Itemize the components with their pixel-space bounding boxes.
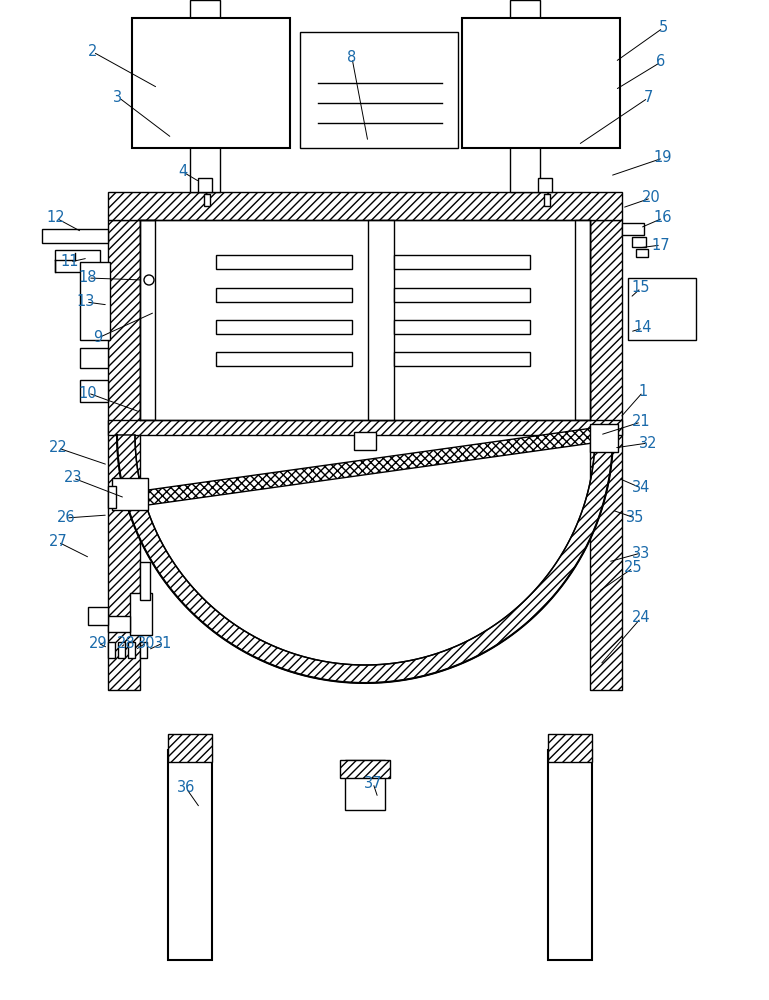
Text: 20: 20 <box>641 190 661 206</box>
Text: 37: 37 <box>364 776 382 790</box>
Bar <box>204 194 210 206</box>
Text: 30: 30 <box>137 636 155 650</box>
Bar <box>216 288 352 302</box>
Text: 25: 25 <box>624 560 642 576</box>
Text: 6: 6 <box>657 54 666 70</box>
Text: 24: 24 <box>631 610 651 626</box>
Bar <box>368 220 394 420</box>
Text: 7: 7 <box>644 91 653 105</box>
Bar <box>510 0 540 192</box>
Bar <box>80 380 108 402</box>
Text: 21: 21 <box>631 414 651 430</box>
Bar <box>108 616 130 632</box>
Text: 33: 33 <box>632 546 650 560</box>
Polygon shape <box>148 427 600 505</box>
Bar <box>140 642 147 658</box>
Bar <box>345 760 385 810</box>
Bar <box>55 250 100 272</box>
Text: 29: 29 <box>88 636 108 650</box>
Bar <box>394 255 530 269</box>
Bar <box>538 178 552 192</box>
Bar <box>198 178 212 192</box>
Bar <box>128 642 135 658</box>
Bar <box>168 750 212 960</box>
Text: 34: 34 <box>632 481 650 495</box>
Bar <box>112 478 148 510</box>
Bar <box>132 18 290 148</box>
Text: 3: 3 <box>114 90 122 104</box>
Text: 1: 1 <box>638 384 647 399</box>
Text: 35: 35 <box>626 510 644 526</box>
Text: 5: 5 <box>658 20 667 35</box>
Text: 32: 32 <box>639 436 657 450</box>
Text: 26: 26 <box>57 510 75 526</box>
Text: 16: 16 <box>654 211 672 226</box>
Bar <box>108 220 140 690</box>
Text: 18: 18 <box>78 270 97 286</box>
Text: 4: 4 <box>178 164 188 180</box>
Bar <box>88 607 108 625</box>
Bar <box>216 320 352 334</box>
Bar <box>108 486 116 508</box>
Bar <box>462 18 620 148</box>
Bar <box>394 352 530 366</box>
Bar <box>300 32 458 148</box>
Text: 27: 27 <box>48 534 68 550</box>
Bar <box>118 642 125 658</box>
Text: 31: 31 <box>154 636 172 650</box>
Bar <box>628 278 696 340</box>
Bar <box>42 229 108 243</box>
Bar <box>190 0 220 192</box>
Text: 11: 11 <box>61 254 79 269</box>
Text: 22: 22 <box>48 440 68 456</box>
Text: 28: 28 <box>117 636 135 650</box>
Text: 23: 23 <box>64 471 82 486</box>
Bar <box>394 320 530 334</box>
Bar <box>590 220 622 690</box>
Bar <box>108 192 622 220</box>
Text: 14: 14 <box>634 320 652 336</box>
Text: 12: 12 <box>47 211 65 226</box>
Text: 9: 9 <box>93 330 102 346</box>
Bar <box>80 348 108 368</box>
Bar <box>548 734 592 762</box>
Bar <box>140 220 155 420</box>
Circle shape <box>144 275 154 285</box>
Text: 36: 36 <box>177 780 195 796</box>
Bar <box>216 255 352 269</box>
Bar <box>108 642 115 658</box>
Bar <box>140 562 150 600</box>
Bar <box>590 424 618 452</box>
Bar <box>632 237 646 247</box>
Bar <box>394 288 530 302</box>
Text: 17: 17 <box>651 237 671 252</box>
Bar <box>636 249 648 257</box>
Text: 15: 15 <box>632 280 651 296</box>
Bar <box>575 220 590 420</box>
Bar <box>80 262 110 340</box>
Bar <box>130 593 152 635</box>
Text: 19: 19 <box>654 150 672 165</box>
Text: 8: 8 <box>348 50 357 66</box>
Bar <box>354 432 376 450</box>
Bar <box>544 194 550 206</box>
Bar <box>108 420 622 435</box>
PathPatch shape <box>117 435 613 683</box>
Text: 10: 10 <box>78 385 98 400</box>
Text: 13: 13 <box>77 294 95 310</box>
Bar <box>622 223 644 235</box>
Bar <box>216 352 352 366</box>
Bar <box>168 734 212 762</box>
Bar <box>548 750 592 960</box>
Text: 2: 2 <box>88 44 98 60</box>
Bar <box>340 760 390 778</box>
